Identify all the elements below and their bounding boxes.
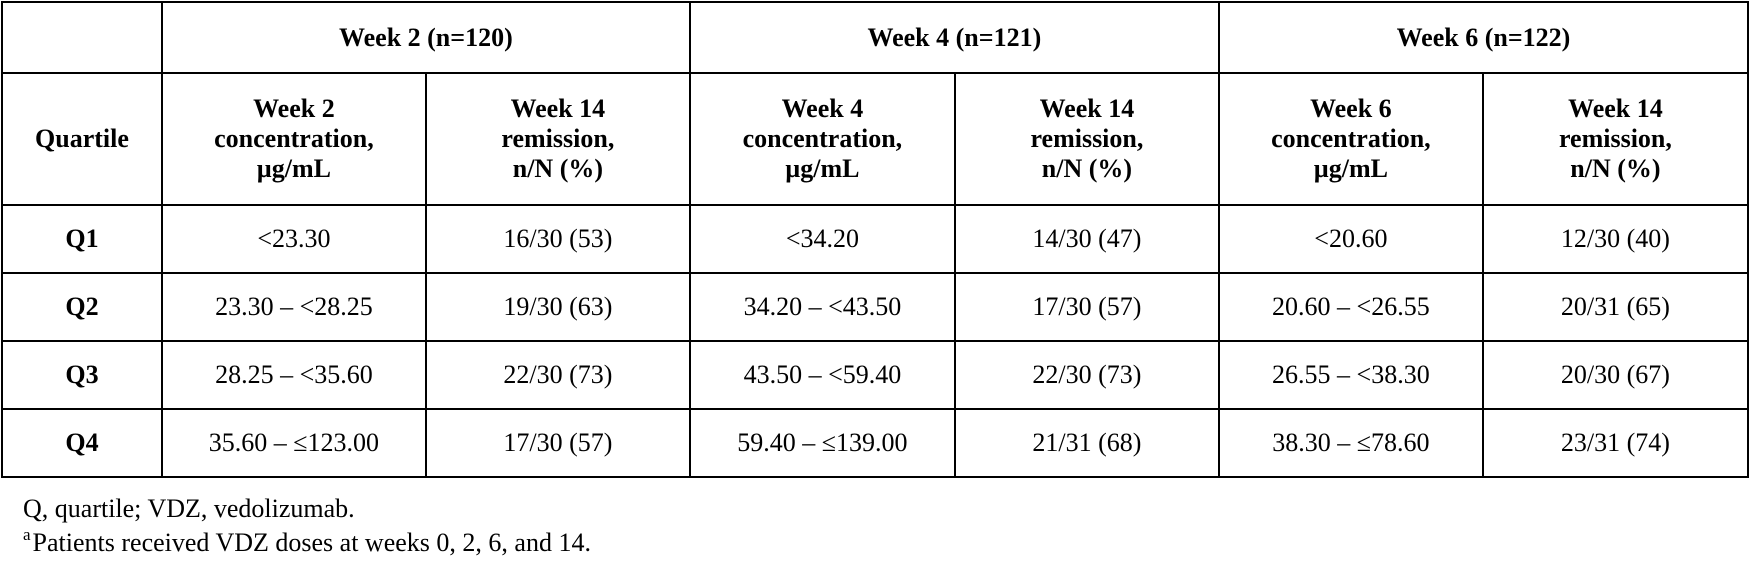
table-cell: 43.50 – <59.40 — [688, 340, 956, 410]
column-header-line: concentration, — [214, 124, 374, 153]
quartile-label: Q1 — [1, 204, 163, 274]
column-header-line: n/N (%) — [1041, 154, 1133, 183]
table-row-q4: Q4 35.60 – ≤123.00 17/30 (57) 59.40 – ≤1… — [1, 408, 1750, 478]
table-cell: 12/30 (40) — [1481, 204, 1750, 274]
column-header-line: remission, — [501, 124, 615, 153]
column-header-row: Quartile Week 2 concentration, µg/mL Wee… — [1, 72, 1750, 206]
dosing-footnote-text: Patients received VDZ doses at weeks 0, … — [32, 528, 591, 557]
column-header-week2-remission: Week 14 remission, n/N (%) — [424, 72, 691, 206]
table-cell: 17/30 (57) — [953, 272, 1220, 342]
column-header-line: remission, — [1030, 124, 1144, 153]
table-row-q3: Q3 28.25 – <35.60 22/30 (73) 43.50 – <59… — [1, 340, 1750, 410]
group-header-week2: Week 2 (n=120) — [160, 1, 691, 74]
column-header-line: Week 4 — [781, 94, 864, 123]
table-cell: 26.55 – <38.30 — [1217, 340, 1484, 410]
table-cell: 22/30 (73) — [424, 340, 691, 410]
table-row-q1: Q1 <23.30 16/30 (53) <34.20 14/30 (47) <… — [1, 204, 1750, 274]
footnote-marker: a — [23, 525, 31, 544]
dosing-footnote: aPatients received VDZ doses at weeks 0,… — [23, 525, 591, 563]
table-row-q2: Q2 23.30 – <28.25 19/30 (63) 34.20 – <43… — [1, 272, 1750, 342]
table-cell: 19/30 (63) — [424, 272, 691, 342]
abbreviations-footnote: Q, quartile; VDZ, vedolizumab. — [23, 494, 355, 523]
table-footnotes: Q, quartile; VDZ, vedolizumab. aPatients… — [23, 492, 591, 563]
quartile-label: Q4 — [1, 408, 163, 478]
table-cell: 17/30 (57) — [424, 408, 691, 478]
table-cell: 23.30 – <28.25 — [160, 272, 427, 342]
column-header-line: concentration, — [1271, 124, 1431, 153]
table-cell: <34.20 — [688, 204, 956, 274]
table-cell: 14/30 (47) — [953, 204, 1220, 274]
column-header-line: Week 14 — [1039, 94, 1135, 123]
quartile-header: Quartile — [1, 72, 163, 206]
table-cell: 23/31 (74) — [1481, 408, 1750, 478]
column-header-line: Week 14 — [510, 94, 606, 123]
column-header-line: Week 14 — [1568, 94, 1663, 123]
column-header-line: n/N (%) — [1570, 154, 1661, 183]
column-header-line: Week 6 — [1310, 94, 1392, 123]
table-cell: 35.60 – ≤123.00 — [160, 408, 427, 478]
table-cell: 28.25 – <35.60 — [160, 340, 427, 410]
column-header-line: n/N (%) — [512, 154, 604, 183]
table-cell: <23.30 — [160, 204, 427, 274]
table-cell: 34.20 – <43.50 — [688, 272, 956, 342]
column-header-week6-concentration: Week 6 concentration, µg/mL — [1217, 72, 1484, 206]
group-header-row: Week 2 (n=120) Week 4 (n=121) Week 6 (n=… — [1, 1, 1750, 74]
column-header-week4-concentration: Week 4 concentration, µg/mL — [688, 72, 956, 206]
table-cell: 16/30 (53) — [424, 204, 691, 274]
column-header-line: µg/mL — [256, 154, 332, 183]
column-header-line: µg/mL — [785, 154, 860, 183]
table-cell: 20/31 (65) — [1481, 272, 1750, 342]
table-cell: 20.60 – <26.55 — [1217, 272, 1484, 342]
group-header-week6: Week 6 (n=122) — [1217, 1, 1750, 74]
table-cell: 38.30 – ≤78.60 — [1217, 408, 1484, 478]
table-cell: 20/30 (67) — [1481, 340, 1750, 410]
table-cell: 59.40 – ≤139.00 — [688, 408, 956, 478]
column-header-line: remission, — [1558, 124, 1672, 153]
quartile-label: Q2 — [1, 272, 163, 342]
column-header-week4-remission: Week 14 remission, n/N (%) — [953, 72, 1220, 206]
corner-cell — [1, 1, 163, 74]
group-header-week4: Week 4 (n=121) — [688, 1, 1220, 74]
column-header-line: concentration, — [742, 124, 903, 153]
table-cell: 21/31 (68) — [953, 408, 1220, 478]
quartile-label: Q3 — [1, 340, 163, 410]
column-header-week6-remission: Week 14 remission, n/N (%) — [1481, 72, 1750, 206]
column-header-line: Week 2 — [253, 94, 335, 123]
column-header-week2-concentration: Week 2 concentration, µg/mL — [160, 72, 427, 206]
table-cell: 22/30 (73) — [953, 340, 1220, 410]
table-cell: <20.60 — [1217, 204, 1484, 274]
concentration-remission-table: Week 2 (n=120) Week 4 (n=121) Week 6 (n=… — [1, 1, 1750, 478]
column-header-line: µg/mL — [1313, 154, 1388, 183]
